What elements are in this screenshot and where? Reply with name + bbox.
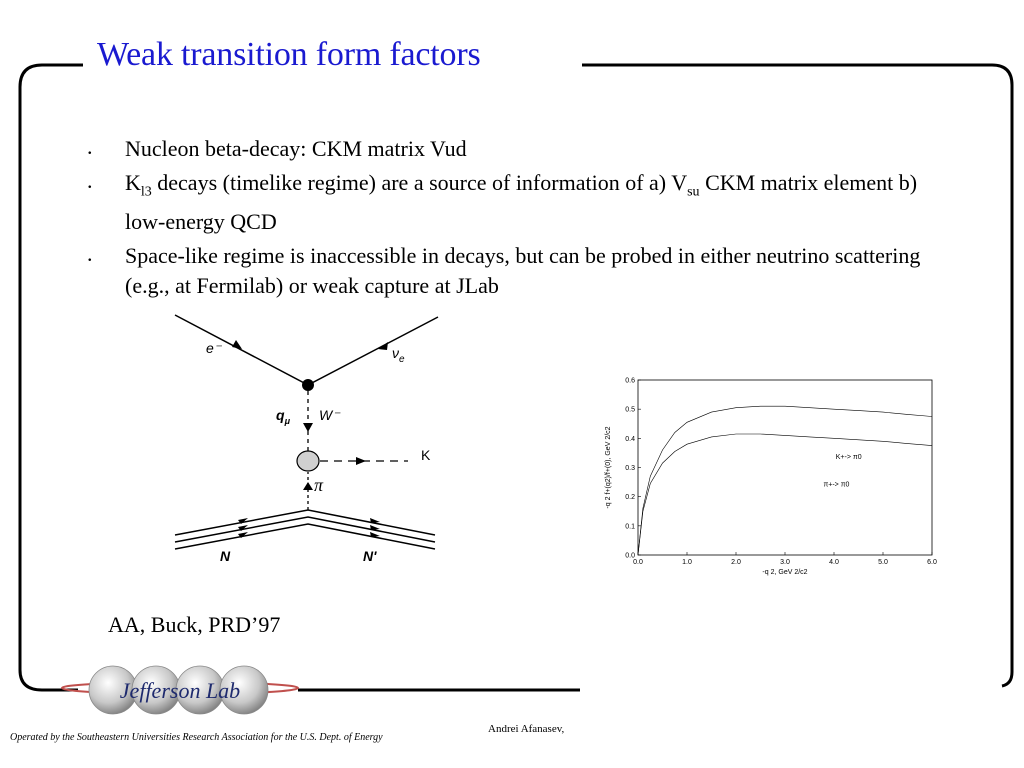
y-tick-label: 0.1 xyxy=(625,523,635,530)
y-tick-label: 0.4 xyxy=(625,436,635,443)
electron-arrow xyxy=(232,340,242,349)
x-axis-label: -q 2, GeV 2/c2 xyxy=(762,569,807,576)
x-tick-label: 1.0 xyxy=(682,559,692,566)
neutrino-line xyxy=(307,316,439,386)
y-axis-label: -q 2 f+(q2)/f+(0), GeV 2/c2 xyxy=(605,426,612,508)
hadron-blob xyxy=(296,450,320,472)
x-tick-label: 2.0 xyxy=(731,559,741,566)
electron-line xyxy=(174,314,309,386)
series-label: π+-> π0 xyxy=(823,481,849,488)
logo-orb xyxy=(219,665,269,715)
citation: AA, Buck, PRD’97 xyxy=(108,612,281,637)
w-boson-arrow xyxy=(303,423,313,432)
bullet-item: . Space-like regime is inaccessible in de… xyxy=(87,241,957,301)
logo-text: Jefferson Lab xyxy=(120,678,240,703)
x-tick-label: 0.0 xyxy=(633,559,643,566)
vertex-dot xyxy=(302,379,314,391)
w-boson-label: W⁻ xyxy=(319,407,340,423)
x-tick-label: 4.0 xyxy=(829,559,839,566)
y-tick-label: 0.5 xyxy=(625,407,635,414)
y-tick-label: 0.0 xyxy=(625,553,635,560)
series-label: K+-> π0 xyxy=(836,454,862,461)
nucleon-arrows xyxy=(238,518,380,538)
bullet-marker: . xyxy=(87,168,93,193)
jefferson-lab-logo: Jefferson Lab xyxy=(61,665,299,715)
bullet-text: CKM matrix element b) low-energy QCD xyxy=(125,170,918,235)
bullet-item: . Kl3 decays (timelike regime) are a sour… xyxy=(87,168,957,237)
bullet-marker: . xyxy=(87,134,93,159)
footer-author: Andrei Afanasev, xyxy=(488,723,565,735)
form-factor-chart: 0.0 1.0 2.0 3.0 4.0 5.0 6.0 0.0 0.1 0.2 0.3 0.4 0.5 0… xyxy=(605,378,937,577)
pion-arrow xyxy=(303,482,313,490)
y-tick-label: 0.6 xyxy=(625,378,635,385)
kaon-arrow xyxy=(356,457,366,465)
y-tick-label: 0.3 xyxy=(625,465,635,472)
footer-credit: Operated by the Southeastern Universitie… xyxy=(10,732,383,743)
bullet-subscript: su xyxy=(687,184,700,200)
x-tick-label: 5.0 xyxy=(878,559,888,566)
q-label: qμ xyxy=(276,407,290,426)
nucleon-lines xyxy=(174,509,436,550)
series-line xyxy=(637,405,933,556)
neutrino-label: νe xyxy=(392,345,405,365)
feynman-diagram xyxy=(174,314,439,550)
bullet-text: Space-like regime is inaccessible in dec… xyxy=(125,243,921,299)
bullet-marker: . xyxy=(87,241,93,267)
nucleon-out-label: N' xyxy=(363,548,377,564)
x-tick-label: 3.0 xyxy=(780,559,790,566)
slide-title: Weak transition form factors xyxy=(97,36,481,73)
bullet-item: . Nucleon beta-decay: CKM matrix Vud xyxy=(87,134,957,164)
series-line xyxy=(637,433,933,556)
bullet-list: . Nucleon beta-decay: CKM matrix Vud . Kl3… xyxy=(87,134,957,305)
bullet-subscript: l3 xyxy=(140,184,152,200)
nucleon-in-label: N xyxy=(220,548,231,564)
y-tick-label: 0.2 xyxy=(625,494,635,501)
x-tick-label: 6.0 xyxy=(927,559,937,566)
bullet-text: Nucleon beta-decay: CKM matrix Vud xyxy=(125,136,467,161)
electron-label: e⁻ xyxy=(206,340,222,356)
bullet-text: decays (timelike regime) are a source of… xyxy=(151,170,688,195)
kaon-label: K xyxy=(421,447,431,463)
bullet-text: K xyxy=(125,170,141,195)
pion-label: π xyxy=(314,475,324,495)
neutrino-arrow xyxy=(378,342,388,350)
